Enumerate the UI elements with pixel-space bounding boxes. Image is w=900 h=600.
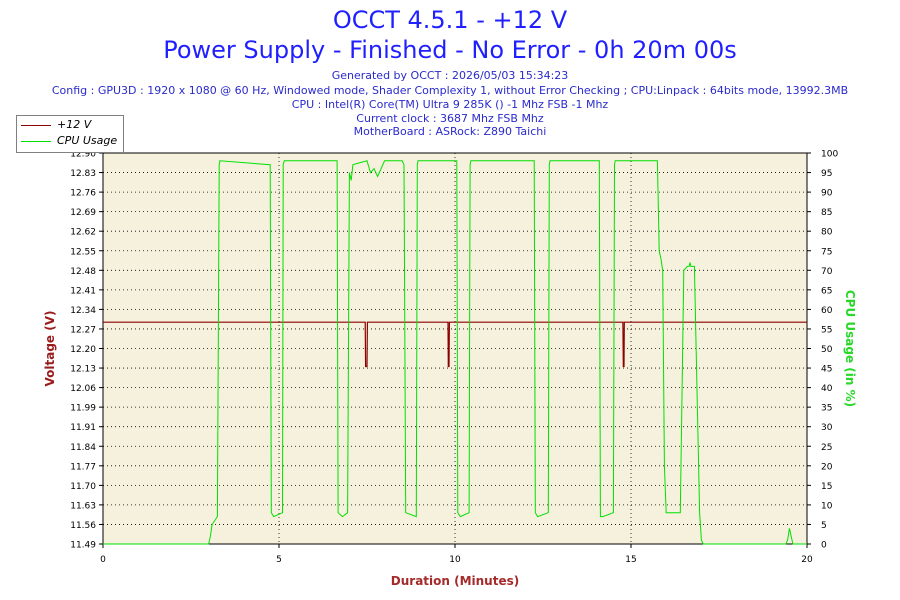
plot-border bbox=[102, 152, 808, 545]
motherboard-info: MotherBoard : ASRock: Z890 Taichi bbox=[353, 125, 547, 138]
legend-item-voltage: +12 V bbox=[21, 118, 91, 132]
y-tick-label-left: 11.70 bbox=[70, 482, 96, 492]
y-axis-label-left: Voltage (V) bbox=[43, 311, 57, 387]
y-tick-label-left: 12.83 bbox=[70, 169, 96, 179]
y-tick-label-left: 11.63 bbox=[70, 501, 96, 511]
legend-item-cpu: CPU Usage bbox=[21, 134, 117, 148]
y-tick-label-right: 15 bbox=[821, 482, 832, 492]
y-tick-label-left: 12.48 bbox=[70, 267, 96, 277]
y-tick-label-right: 5 bbox=[821, 521, 827, 531]
y-tick-label-left: 12.06 bbox=[70, 384, 96, 394]
y-tick-label-right: 90 bbox=[821, 189, 833, 199]
x-axis-label: Duration (Minutes) bbox=[391, 574, 519, 588]
y-tick-label-right: 0 bbox=[821, 541, 827, 551]
y-tick-label-right: 75 bbox=[821, 247, 832, 257]
y-tick-label-left: 12.34 bbox=[70, 306, 96, 316]
x-tick-label: 15 bbox=[625, 555, 636, 565]
y-tick-label-right: 70 bbox=[821, 267, 833, 277]
y-tick-label-right: 45 bbox=[821, 365, 832, 375]
x-tick-label: 10 bbox=[449, 555, 461, 565]
legend-label-voltage: +12 V bbox=[57, 118, 92, 131]
y-tick-label-right: 100 bbox=[821, 150, 838, 160]
series-line-voltage bbox=[103, 321, 807, 368]
chart-title: OCCT 4.5.1 - +12 V bbox=[332, 6, 568, 34]
legend-swatch-voltage bbox=[21, 124, 51, 126]
x-tick-label: 20 bbox=[801, 555, 813, 565]
y-tick-label-right: 30 bbox=[821, 423, 833, 433]
y-tick-label-right: 10 bbox=[821, 501, 833, 511]
y-tick-label-right: 50 bbox=[821, 345, 833, 355]
generated-info: Generated by OCCT : 2026/05/03 15:34:23 bbox=[331, 69, 569, 82]
y-tick-label-right: 40 bbox=[821, 384, 833, 394]
chart-legend: +12 V CPU Usage bbox=[16, 115, 124, 153]
series-line-cpu-usage bbox=[103, 160, 807, 545]
y-tick-label-left: 12.76 bbox=[70, 189, 96, 199]
legend-label-cpu: CPU Usage bbox=[57, 134, 118, 147]
y-tick-label-right: 35 bbox=[821, 404, 832, 414]
y-tick-label-right: 80 bbox=[821, 228, 833, 238]
y-tick-label-left: 12.20 bbox=[70, 345, 96, 355]
y-tick-label-left: 11.49 bbox=[70, 541, 96, 551]
y-tick-label-left: 12.90 bbox=[70, 150, 96, 160]
y-tick-label-right: 65 bbox=[821, 286, 832, 296]
y-tick-label-left: 11.91 bbox=[70, 423, 96, 433]
y-tick-label-left: 11.77 bbox=[70, 462, 96, 472]
y-tick-label-left: 12.27 bbox=[70, 325, 96, 335]
chart-subtitle: Power Supply - Finished - No Error - 0h … bbox=[163, 36, 737, 64]
x-tick-label: 0 bbox=[100, 555, 106, 565]
cpu-info: CPU : Intel(R) Core(TM) Ultra 9 285K () … bbox=[291, 98, 609, 111]
y-tick-label-left: 12.13 bbox=[70, 365, 96, 375]
y-axis-label-right: CPU Usage (in %) bbox=[843, 290, 857, 407]
config-info: Config : GPU3D : 1920 x 1080 @ 60 Hz, Wi… bbox=[51, 84, 849, 97]
y-tick-label-right: 20 bbox=[821, 462, 833, 472]
y-tick-label-left: 11.84 bbox=[70, 443, 96, 453]
y-tick-label-right: 95 bbox=[821, 169, 832, 179]
y-tick-label-right: 85 bbox=[821, 208, 832, 218]
clock-info: Current clock : 3687 Mhz FSB Mhz bbox=[356, 112, 544, 125]
legend-swatch-cpu bbox=[21, 140, 51, 142]
y-tick-label-left: 12.69 bbox=[70, 208, 96, 218]
x-tick-label: 5 bbox=[276, 555, 282, 565]
y-tick-label-left: 12.55 bbox=[70, 247, 96, 257]
y-tick-label-left: 12.41 bbox=[70, 286, 96, 296]
y-tick-label-left: 11.99 bbox=[70, 404, 96, 414]
y-tick-label-right: 60 bbox=[821, 306, 833, 316]
y-tick-label-left: 11.56 bbox=[70, 521, 96, 531]
y-tick-label-right: 25 bbox=[821, 443, 832, 453]
y-tick-label-right: 55 bbox=[821, 325, 832, 335]
y-tick-label-left: 12.62 bbox=[70, 228, 96, 238]
